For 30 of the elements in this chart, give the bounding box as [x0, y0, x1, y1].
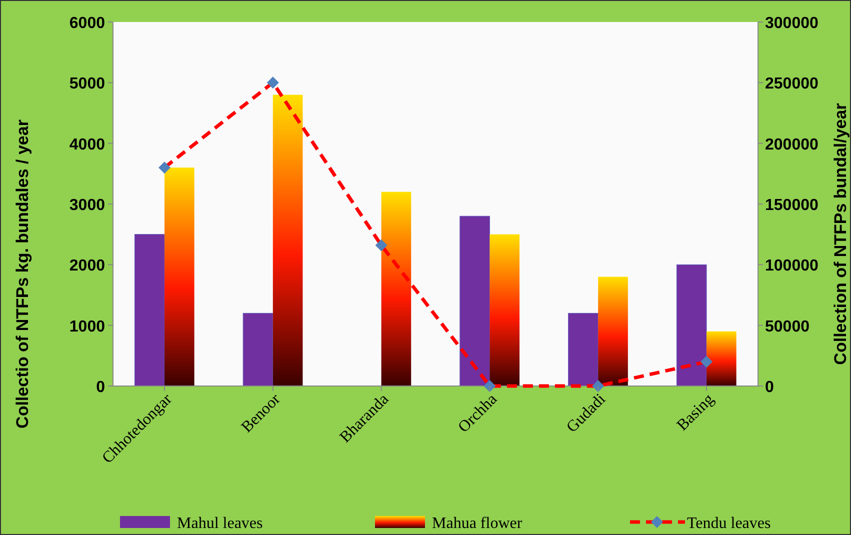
- legend-label: Mahua flower: [432, 515, 523, 532]
- y-tick-label: 0: [96, 379, 106, 396]
- bar: [706, 331, 736, 386]
- y2-tick-label: 300000: [765, 15, 818, 32]
- y-tick-label: 5000: [69, 76, 106, 93]
- bar: [598, 276, 628, 386]
- y2-tick-label: 150000: [765, 197, 818, 214]
- y2-tick-label: 250000: [765, 76, 818, 93]
- y-tick-label: 4000: [69, 136, 106, 154]
- bar: [272, 94, 303, 386]
- y-tick-label: 3000: [69, 197, 106, 214]
- y2-tick-label: 0: [765, 379, 774, 396]
- bar: [568, 312, 598, 386]
- bar: [490, 234, 520, 386]
- bar: [676, 264, 707, 386]
- legend-label: Tendu leaves: [687, 515, 771, 532]
- y2-tick-label: 200000: [765, 136, 818, 154]
- y-tick-label: 6000: [69, 15, 106, 32]
- y-tick-label: 1000: [69, 318, 106, 336]
- y2-tick-label: 100000: [765, 258, 818, 275]
- bar: [134, 234, 165, 386]
- y2-axis-title: Collection of NTFPs bundal/year: [831, 102, 850, 365]
- legend-label: Mahul leaves: [177, 515, 263, 532]
- bar: [381, 192, 412, 386]
- y-axis-title: Collectio of NTFPs kg. bundales / year: [13, 119, 32, 428]
- bar: [460, 216, 490, 386]
- y2-tick-label: 50000: [765, 318, 810, 336]
- bar: [242, 312, 274, 386]
- y-tick-label: 2000: [69, 258, 106, 275]
- bar: [164, 168, 194, 386]
